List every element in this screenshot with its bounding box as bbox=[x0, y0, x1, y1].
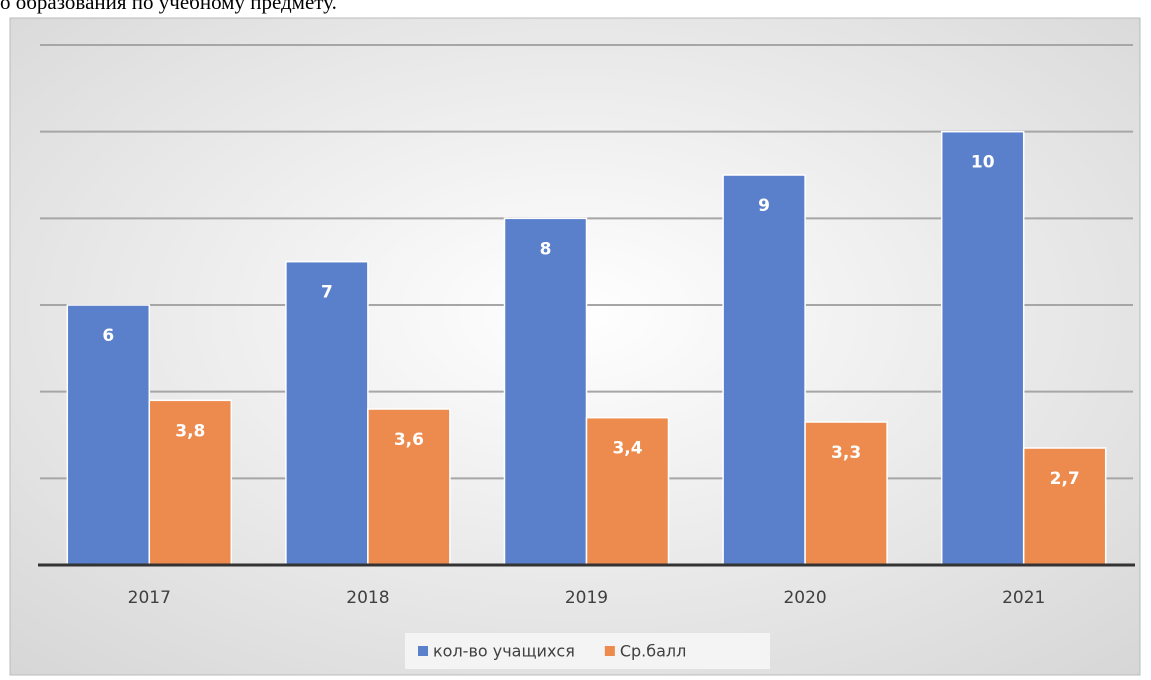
x-tick-label: 2018 bbox=[346, 588, 389, 608]
data-label: 9 bbox=[758, 196, 770, 216]
legend-swatch bbox=[604, 646, 615, 656]
data-label: 10 bbox=[971, 153, 995, 173]
x-tick-label: 2017 bbox=[128, 588, 171, 608]
data-label: 7 bbox=[321, 283, 333, 303]
caption: о образования по учебному предмету. bbox=[0, 0, 337, 14]
x-tick-label: 2021 bbox=[1002, 588, 1045, 608]
legend bbox=[405, 633, 770, 669]
data-label: 3,6 bbox=[394, 430, 424, 450]
legend-label: Ср.балл bbox=[620, 642, 687, 661]
x-tick-label: 2019 bbox=[565, 588, 608, 608]
bar bbox=[503, 217, 588, 566]
data-label: 8 bbox=[540, 239, 552, 259]
x-tick-label: 2020 bbox=[783, 588, 826, 608]
bar bbox=[940, 130, 1025, 566]
data-label: 3,4 bbox=[612, 439, 642, 459]
data-label: 3,8 bbox=[175, 421, 205, 441]
legend-box bbox=[405, 633, 770, 669]
data-label: 6 bbox=[102, 326, 114, 346]
bar bbox=[722, 174, 806, 566]
bar bbox=[1022, 447, 1107, 566]
legend-swatch bbox=[418, 646, 428, 656]
bar bbox=[285, 260, 369, 566]
data-label: 2,7 bbox=[1050, 469, 1080, 489]
data-label: 3,3 bbox=[831, 443, 861, 463]
bar bbox=[804, 421, 888, 566]
legend-label: кол-во учащихся bbox=[433, 642, 575, 661]
